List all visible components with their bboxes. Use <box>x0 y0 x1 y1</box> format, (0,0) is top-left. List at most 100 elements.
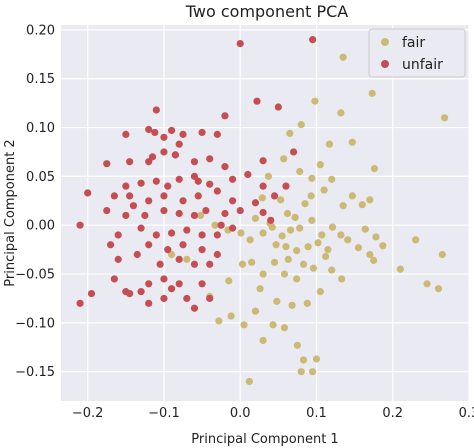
y-tick-label: 0.10 <box>26 121 55 136</box>
x-tick-label: 0.3 <box>459 406 474 421</box>
point-unfair <box>206 260 214 268</box>
x-tick-labels: −0.2 −0.1 0.0 0.1 0.2 0.3 <box>72 406 474 421</box>
point-unfair <box>167 126 176 135</box>
y-tick-label: 0.00 <box>26 219 55 234</box>
point-unfair <box>126 158 134 166</box>
point-unfair <box>122 288 130 296</box>
point-unfair <box>190 172 199 180</box>
point-fair <box>297 121 305 129</box>
point-fair <box>246 236 254 244</box>
point-fair <box>167 250 176 259</box>
point-unfair <box>236 206 244 215</box>
point-unfair <box>152 231 160 239</box>
point-unfair <box>137 179 145 187</box>
point-fair <box>268 223 276 231</box>
x-tick-label: −0.1 <box>148 406 180 421</box>
point-fair <box>438 250 446 259</box>
point-unfair <box>213 130 221 138</box>
point-unfair <box>141 211 149 220</box>
point-unfair <box>282 182 290 190</box>
point-fair <box>338 275 346 283</box>
point-unfair <box>137 224 145 232</box>
point-fair <box>293 275 301 283</box>
point-fair <box>259 336 267 345</box>
point-unfair <box>183 226 191 234</box>
point-fair <box>301 200 309 208</box>
point-fair <box>314 239 322 247</box>
point-fair <box>258 194 266 202</box>
point-unfair <box>160 192 168 200</box>
point-fair <box>293 247 301 255</box>
point-unfair <box>267 216 275 224</box>
point-fair <box>248 258 256 266</box>
point-fair <box>325 140 334 148</box>
point-unfair <box>122 182 130 190</box>
point-unfair <box>103 160 111 168</box>
point-fair <box>366 196 374 204</box>
point-fair <box>251 307 260 315</box>
point-fair <box>296 224 304 232</box>
point-unfair <box>274 103 282 111</box>
x-tick-label: 0.0 <box>230 406 251 421</box>
point-fair <box>238 260 247 268</box>
point-unfair <box>259 182 267 190</box>
point-unfair <box>76 221 84 229</box>
point-unfair <box>198 280 206 288</box>
point-fair <box>361 225 369 233</box>
point-fair <box>280 155 288 163</box>
point-fair <box>339 202 347 210</box>
point-fair <box>304 243 312 251</box>
point-fair <box>280 270 289 278</box>
point-fair <box>368 89 376 97</box>
point-fair <box>440 114 449 122</box>
point-unfair <box>145 197 153 205</box>
point-unfair <box>171 151 179 159</box>
point-unfair <box>87 289 96 298</box>
y-tick-label: −0.15 <box>15 365 55 380</box>
point-unfair <box>145 241 153 249</box>
legend-label-unfair: unfair <box>402 57 443 73</box>
point-unfair <box>194 192 202 200</box>
point-unfair <box>175 175 183 183</box>
point-fair <box>434 285 443 293</box>
point-unfair <box>133 250 141 259</box>
point-fair <box>259 229 267 237</box>
y-tick-label: 0.15 <box>26 72 55 87</box>
point-fair <box>396 265 404 273</box>
point-unfair <box>145 299 153 307</box>
point-unfair <box>160 275 168 283</box>
point-fair <box>272 241 280 249</box>
point-fair <box>299 260 308 268</box>
point-fair <box>282 243 290 251</box>
point-unfair <box>244 170 252 179</box>
legend-marker-fair <box>381 38 389 46</box>
point-unfair <box>217 221 225 229</box>
point-unfair <box>228 197 237 205</box>
point-unfair <box>221 163 229 171</box>
y-tick-label: −0.10 <box>15 316 55 331</box>
point-unfair <box>175 280 183 288</box>
point-unfair <box>190 260 199 268</box>
point-unfair <box>84 189 92 197</box>
point-unfair <box>253 97 261 105</box>
point-fair <box>344 236 352 244</box>
point-unfair <box>175 209 183 218</box>
point-unfair <box>110 275 118 283</box>
point-unfair <box>148 153 157 161</box>
point-fair <box>286 129 294 138</box>
point-fair <box>284 255 292 263</box>
point-fair <box>370 256 378 264</box>
point-unfair <box>190 211 199 220</box>
point-unfair <box>213 187 221 195</box>
y-tick-label: 0.05 <box>26 170 55 185</box>
point-unfair <box>251 199 260 207</box>
point-fair <box>309 264 318 272</box>
point-fair <box>297 368 305 376</box>
point-unfair <box>151 128 159 137</box>
point-fair <box>328 175 336 183</box>
point-unfair <box>167 229 176 237</box>
point-fair <box>307 192 315 200</box>
point-fair <box>423 280 431 288</box>
point-fair <box>286 226 295 234</box>
